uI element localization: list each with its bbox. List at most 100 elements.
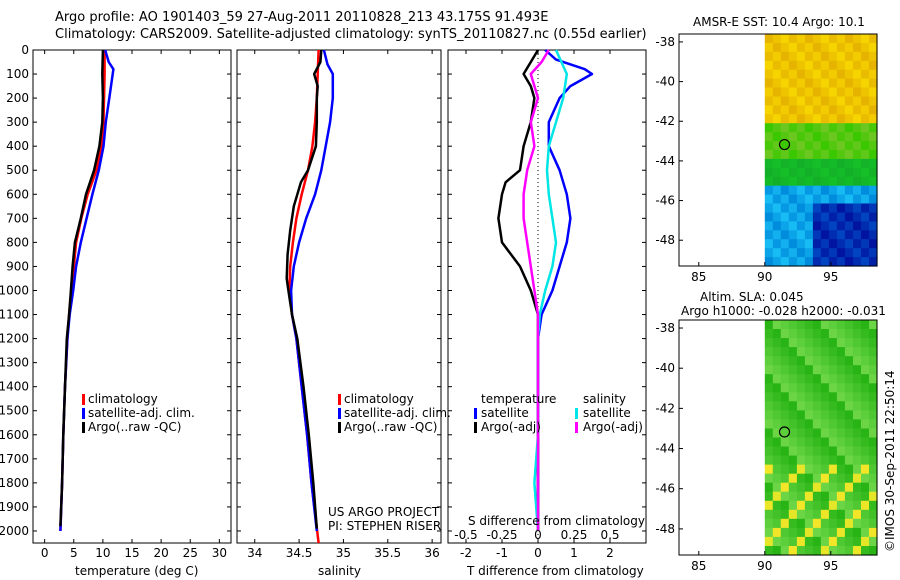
- sla_map-xtick-label: 90: [757, 559, 772, 573]
- sst_map-cell: [853, 60, 862, 71]
- sla_map-cell: [796, 482, 806, 493]
- sla_map-cell: [780, 473, 790, 484]
- sst_map-cell: [764, 132, 774, 142]
- sla_map-cell: [804, 401, 814, 411]
- sla_map-cell: [861, 482, 870, 493]
- sst_map-cell: [780, 141, 790, 151]
- sst_map-cell: [836, 257, 846, 267]
- sla_map-cell: [853, 473, 862, 484]
- diff-legend-temp-sat: satellite: [481, 406, 529, 420]
- sst_map-cell: [812, 176, 822, 187]
- sst_map-cell: [796, 132, 806, 142]
- temperature-ytick-label: 500: [6, 163, 29, 177]
- sla_map-cell: [853, 546, 862, 556]
- sst_map-cell: [844, 132, 854, 142]
- sst_map-cell: [820, 105, 830, 115]
- sla_map-cell: [869, 437, 878, 448]
- sst_map-cell: [804, 212, 814, 222]
- sst_map-cell: [828, 69, 838, 80]
- sst_map-cell: [804, 257, 814, 267]
- sla_map-cell: [861, 500, 870, 511]
- sla_map-cell: [820, 482, 830, 493]
- plot-title-line2: Climatology: CARS2009. Satellite-adjuste…: [55, 27, 647, 42]
- sst_map-cell: [820, 141, 830, 151]
- sst_map-cell: [804, 248, 814, 258]
- sla_map-cell: [796, 536, 806, 547]
- temperature-ytick-label: 1900: [0, 500, 29, 514]
- sla_map-cell: [844, 509, 854, 520]
- sst_map-cell: [764, 176, 774, 187]
- sst_map-cell: [796, 78, 806, 89]
- sst_map-cell: [780, 78, 790, 89]
- sla_map-cell: [764, 347, 774, 357]
- sla_map-cell: [812, 392, 822, 402]
- sla_map-xtick-label: 95: [823, 559, 838, 573]
- sst_map-cell: [820, 42, 830, 53]
- diff-legend-sal-sat: satellite: [583, 406, 631, 420]
- temperature-xtick-label: 5: [70, 546, 78, 560]
- sst_map-cell: [861, 34, 870, 44]
- sla_map-cell: [861, 329, 870, 339]
- sst_map-cell: [804, 150, 814, 160]
- temp-legend-swatch-clim: [82, 394, 85, 405]
- sst_map-cell: [853, 96, 862, 106]
- sla_map-cell: [844, 527, 854, 538]
- temperature-ytick-label: 0: [21, 43, 29, 57]
- sst_map-cell: [869, 176, 878, 187]
- sla_map-cell: [828, 482, 838, 493]
- sla_map-cell: [836, 500, 846, 511]
- sst_map-cell: [780, 212, 790, 222]
- sst_map-cell: [788, 69, 798, 80]
- sla_map-cell: [812, 365, 822, 375]
- sst_map-cell: [796, 230, 806, 240]
- sst_map-cell: [812, 221, 822, 231]
- sla_map-cell: [764, 500, 774, 511]
- sst_map-cell: [828, 230, 838, 240]
- sst_map-cell: [861, 105, 870, 115]
- sla_map-cell: [812, 491, 822, 502]
- sst_map-cell: [772, 212, 782, 222]
- sla_map-cell: [853, 464, 862, 475]
- sst_map-cell: [812, 51, 822, 62]
- sst_map-cell: [853, 34, 862, 44]
- sst_map-cell: [853, 141, 862, 151]
- sst_map-cell: [780, 221, 790, 231]
- temperature-ytick-label: 1200: [0, 332, 29, 346]
- sla_map-cell: [853, 527, 862, 538]
- sst_map-cell: [869, 212, 878, 222]
- sla_map-cell: [812, 320, 822, 330]
- sst_map-cell: [844, 141, 854, 151]
- sla_map-cell: [804, 446, 814, 457]
- sst_map-cell: [869, 194, 878, 205]
- sst_map-cell: [853, 42, 862, 53]
- sla_map-cell: [788, 491, 798, 502]
- sla_map-cell: [772, 392, 782, 402]
- sal-legend-argo: Argo(..raw -QC): [344, 420, 438, 434]
- sla_map-cell: [861, 527, 870, 538]
- sla_map-cell: [869, 500, 878, 511]
- sst_map-cell: [820, 96, 830, 106]
- sla_map-cell: [853, 500, 862, 511]
- temperature-ytick-label: 100: [6, 67, 29, 81]
- sla_map-cell: [861, 455, 870, 466]
- sla_map-cell: [804, 410, 814, 420]
- sla_map-cell: [836, 464, 846, 475]
- sla_map-cell: [836, 338, 846, 348]
- sst_map-cell: [764, 60, 774, 71]
- sla_map-cell: [780, 356, 790, 366]
- sst_map-cell: [796, 158, 806, 169]
- sst_map-cell: [764, 69, 774, 80]
- sst_map-cell: [869, 114, 878, 124]
- sst_map-cell: [853, 123, 862, 133]
- diff-legend-sal-argo: Argo(-adj): [583, 420, 643, 434]
- sst_map-cell: [780, 34, 790, 44]
- sla_map-cell: [772, 464, 782, 475]
- sla_map-cell: [780, 446, 790, 457]
- sst_map-cell: [828, 132, 838, 142]
- sla_map-cell: [772, 410, 782, 420]
- sla_map-cell: [780, 428, 790, 439]
- sst_map-cell: [796, 105, 806, 115]
- sst_map-cell: [820, 257, 830, 267]
- sla_map-cell: [861, 428, 870, 439]
- sst_map-cell: [804, 114, 814, 124]
